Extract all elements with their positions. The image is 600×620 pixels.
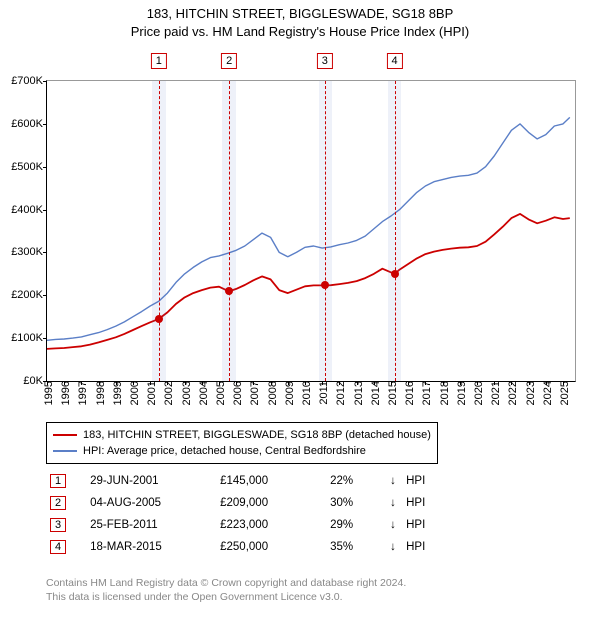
tx-pct: 35% — [330, 541, 390, 553]
x-tick-label: 2009 — [280, 381, 296, 405]
x-tick-label: 1998 — [91, 381, 107, 405]
x-tick-label: 2015 — [383, 381, 399, 405]
event-marker-label: 3 — [317, 53, 333, 69]
down-arrow-icon: ↓ — [390, 497, 406, 509]
legend-row: 183, HITCHIN STREET, BIGGLESWADE, SG18 8… — [53, 427, 431, 443]
transaction-row: 1 29-JUN-2001£145,00022%↓HPI — [50, 470, 425, 492]
x-tick-label: 2012 — [331, 381, 347, 405]
tx-index: 3 — [50, 518, 66, 532]
transaction-row: 2 04-AUG-2005£209,00030%↓HPI — [50, 492, 425, 514]
y-tick-label: £600K — [11, 118, 47, 130]
title-subtitle: Price paid vs. HM Land Registry's House … — [0, 24, 600, 39]
y-tick-label: £300K — [11, 246, 47, 258]
x-tick-label: 1997 — [73, 381, 89, 405]
line-canvas — [47, 81, 575, 381]
legend-row: HPI: Average price, detached house, Cent… — [53, 443, 431, 459]
x-tick-label: 2011 — [314, 381, 330, 405]
tx-price: £209,000 — [220, 497, 330, 509]
tx-hpi-label: HPI — [406, 541, 425, 553]
footer-attribution: Contains HM Land Registry data © Crown c… — [46, 576, 406, 604]
x-tick-label: 2016 — [400, 381, 416, 405]
plot-area: £0K£100K£200K£300K£400K£500K£600K£700K19… — [46, 80, 576, 382]
tx-index: 1 — [50, 474, 66, 488]
event-marker-label: 2 — [221, 53, 237, 69]
legend-swatch — [53, 434, 77, 436]
down-arrow-icon: ↓ — [390, 475, 406, 487]
sale-marker — [321, 281, 329, 289]
x-tick-label: 2008 — [263, 381, 279, 405]
x-tick-label: 2014 — [366, 381, 382, 405]
x-tick-label: 2003 — [177, 381, 193, 405]
y-tick-label: £400K — [11, 204, 47, 216]
x-tick-label: 2005 — [211, 381, 227, 405]
down-arrow-icon: ↓ — [390, 541, 406, 553]
tx-hpi-label: HPI — [406, 497, 425, 509]
tx-price: £223,000 — [220, 519, 330, 531]
y-tick-label: £200K — [11, 289, 47, 301]
x-tick-label: 1996 — [56, 381, 72, 405]
x-tick-label: 2018 — [435, 381, 451, 405]
x-tick-label: 2020 — [469, 381, 485, 405]
tx-pct: 30% — [330, 497, 390, 509]
x-tick-label: 1995 — [39, 381, 55, 405]
y-tick-label: £700K — [11, 75, 47, 87]
footer-line-2: This data is licensed under the Open Gov… — [46, 590, 406, 604]
x-tick-label: 2000 — [125, 381, 141, 405]
sale-marker — [155, 315, 163, 323]
x-tick-label: 2010 — [297, 381, 313, 405]
sale-marker — [391, 270, 399, 278]
x-tick-label: 2013 — [349, 381, 365, 405]
hpi-line — [47, 117, 570, 340]
y-tick-label: £100K — [11, 332, 47, 344]
tx-date: 18-MAR-2015 — [90, 541, 220, 553]
event-marker-label: 1 — [151, 53, 167, 69]
transaction-row: 3 25-FEB-2011£223,00029%↓HPI — [50, 514, 425, 536]
title-address: 183, HITCHIN STREET, BIGGLESWADE, SG18 8… — [0, 6, 600, 21]
x-tick-label: 2001 — [142, 381, 158, 405]
tx-hpi-label: HPI — [406, 475, 425, 487]
x-tick-label: 1999 — [108, 381, 124, 405]
price-line — [47, 214, 570, 349]
y-tick-label: £500K — [11, 161, 47, 173]
x-tick-label: 2025 — [555, 381, 571, 405]
legend-label: 183, HITCHIN STREET, BIGGLESWADE, SG18 8… — [83, 429, 431, 441]
x-tick-label: 2024 — [538, 381, 554, 405]
tx-date: 25-FEB-2011 — [90, 519, 220, 531]
x-tick-label: 2007 — [245, 381, 261, 405]
x-tick-label: 2019 — [452, 381, 468, 405]
x-tick-label: 2017 — [417, 381, 433, 405]
tx-index: 2 — [50, 496, 66, 510]
transaction-row: 4 18-MAR-2015£250,00035%↓HPI — [50, 536, 425, 558]
tx-price: £145,000 — [220, 475, 330, 487]
event-marker-line — [159, 81, 160, 381]
down-arrow-icon: ↓ — [390, 519, 406, 531]
footer-line-1: Contains HM Land Registry data © Crown c… — [46, 576, 406, 590]
chart-container: 183, HITCHIN STREET, BIGGLESWADE, SG18 8… — [0, 0, 600, 620]
x-tick-label: 2006 — [228, 381, 244, 405]
tx-date: 29-JUN-2001 — [90, 475, 220, 487]
tx-index: 4 — [50, 540, 66, 554]
legend-swatch — [53, 450, 77, 451]
event-marker-label: 4 — [387, 53, 403, 69]
tx-date: 04-AUG-2005 — [90, 497, 220, 509]
x-tick-label: 2002 — [159, 381, 175, 405]
sale-marker — [225, 287, 233, 295]
tx-hpi-label: HPI — [406, 519, 425, 531]
x-tick-label: 2023 — [521, 381, 537, 405]
x-tick-label: 2022 — [503, 381, 519, 405]
x-tick-label: 2021 — [486, 381, 502, 405]
transaction-table: 129-JUN-2001£145,00022%↓HPI204-AUG-2005£… — [50, 470, 425, 558]
x-tick-label: 2004 — [194, 381, 210, 405]
tx-pct: 22% — [330, 475, 390, 487]
event-marker-line — [395, 81, 396, 381]
legend-label: HPI: Average price, detached house, Cent… — [83, 445, 366, 457]
tx-pct: 29% — [330, 519, 390, 531]
tx-price: £250,000 — [220, 541, 330, 553]
event-marker-line — [325, 81, 326, 381]
event-marker-line — [229, 81, 230, 381]
legend: 183, HITCHIN STREET, BIGGLESWADE, SG18 8… — [46, 422, 438, 464]
